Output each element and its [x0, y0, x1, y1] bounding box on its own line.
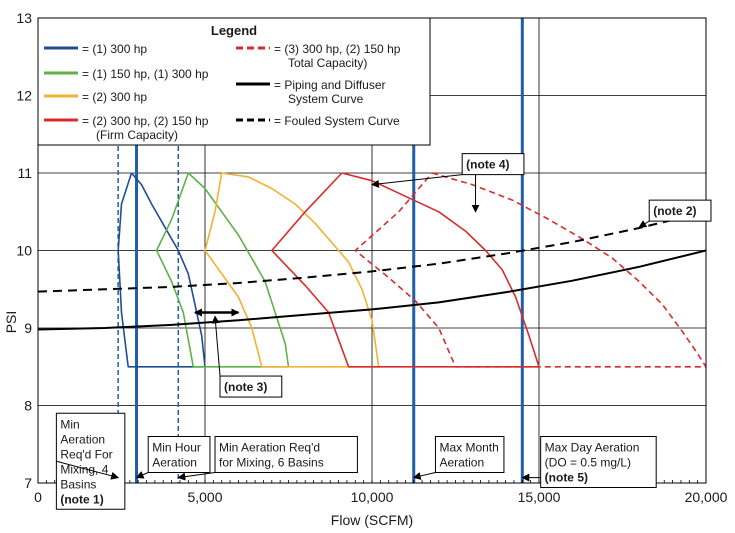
annotation-box	[214, 436, 358, 473]
legend-sublabel-5: System Curve	[288, 92, 364, 106]
annotation-text: (DO = 0.5 mg/L)	[545, 456, 631, 470]
y-tick-label: 8	[24, 398, 32, 414]
annotation-box	[219, 375, 283, 398]
annotation-text: Min Hour	[152, 441, 201, 455]
series-line-6	[38, 210, 706, 293]
annotation-arrow	[211, 315, 221, 377]
y-tick-label: 12	[16, 88, 32, 104]
annotation-arrow	[371, 174, 463, 188]
annotation-arrow	[56, 460, 120, 480]
annotation-text: Aeration	[439, 456, 484, 470]
x-tick-label: 20,000	[685, 489, 728, 505]
series-line-3	[270, 172, 540, 368]
annotation-text: for Mixing, 6 Basins	[219, 456, 324, 470]
annotation-text: (note 1)	[60, 492, 103, 506]
annotation-text: Max Day Aeration	[545, 441, 640, 455]
x-axis-label: Flow (SCFM)	[331, 512, 413, 528]
annotation-text: (note 2)	[653, 204, 696, 218]
annotation-box	[434, 436, 505, 473]
series-layer	[38, 172, 706, 368]
annotation-note4: (note 4)	[371, 153, 525, 213]
annotation-text: (note 3)	[224, 380, 267, 394]
legend-title: Legend	[211, 23, 257, 38]
annotation-arrow	[177, 472, 216, 481]
annotation-text: Req'd For	[60, 447, 112, 461]
legend-sublabel-4: Total Capacity)	[288, 56, 367, 70]
legend-label-0: = (1) 300 hp	[82, 42, 147, 56]
annotation-text: Aeration	[152, 456, 197, 470]
y-tick-label: 7	[24, 475, 32, 491]
annotation-box	[461, 153, 525, 176]
annotations: (note 4)(note 2)(note 3)MinAerationReq'd…	[55, 153, 712, 510]
y-tick-label: 13	[16, 10, 32, 26]
y-axis-label: PSI	[3, 311, 19, 334]
series-line-5	[38, 249, 706, 331]
x-tick-label: 15,000	[518, 489, 561, 505]
legend-label-2: = (2) 300 hp	[82, 90, 147, 104]
annotation-text: Min	[60, 417, 79, 431]
legend-label-3: = (2) 300 hp, (2) 150 hp	[82, 114, 209, 128]
legend-label-4: = (3) 300 hp, (2) 150 hp	[274, 42, 401, 56]
legend: Legend = (1) 300 hp = (1) 150 hp, (1) 300 …	[37, 17, 431, 146]
series-line-4	[354, 172, 706, 368]
annotation-text: (note 5)	[545, 471, 588, 485]
annotation-max-day: Max Day Aeration(DO = 0.5 mg/L)(note 5)	[521, 436, 657, 488]
annotation-arrow	[638, 220, 650, 228]
annotation-text: Max Month	[439, 441, 498, 455]
y-tick-label: 10	[16, 243, 32, 259]
legend-label-6: = Fouled System Curve	[274, 114, 400, 128]
series-line-1	[155, 172, 290, 368]
annotation-text: (note 4)	[466, 158, 509, 172]
legend-label-1: = (1) 150 hp, (1) 300 hp	[82, 67, 209, 81]
annotation-box	[540, 436, 657, 488]
annotation-text: Aeration	[60, 432, 105, 446]
annotation-text: Min Aeration Req'd	[219, 441, 320, 455]
x-tick-label: 5,000	[187, 489, 222, 505]
annotation-arrow	[412, 472, 436, 480]
axes: 0 5,000 10,000 15,000 20,000 7 8 9 10 11 12 13	[16, 10, 727, 505]
annotation-note3: (note 3)	[211, 315, 283, 398]
legend-sublabel-3: (Firm Capacity)	[96, 128, 178, 142]
annotation-box	[147, 436, 211, 473]
x-tick-label: 10,000	[351, 489, 394, 505]
y-tick-label: 11	[17, 165, 32, 181]
x-tick-label: 0	[34, 489, 42, 505]
series-line-2	[204, 172, 380, 368]
annotation-note2: (note 2)	[638, 199, 712, 228]
annotation-arrow	[135, 471, 149, 479]
legend-box	[37, 17, 431, 146]
legend-label-5: = Piping and Diffuser	[274, 78, 386, 92]
y-tick-label: 9	[24, 320, 32, 336]
annotation-text: Basins	[60, 477, 96, 491]
series-line-0	[117, 172, 206, 368]
annotation-box	[648, 199, 712, 222]
